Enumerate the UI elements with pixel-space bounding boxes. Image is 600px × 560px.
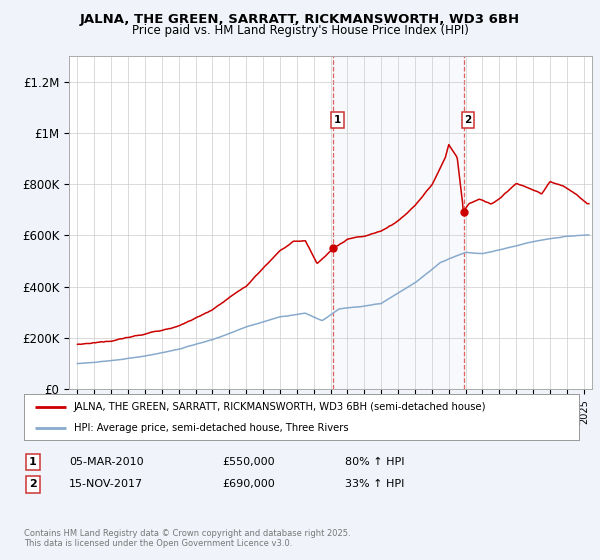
Text: HPI: Average price, semi-detached house, Three Rivers: HPI: Average price, semi-detached house,… bbox=[74, 423, 349, 433]
Text: 1: 1 bbox=[29, 457, 37, 467]
Text: 33% ↑ HPI: 33% ↑ HPI bbox=[345, 479, 404, 489]
Text: 05-MAR-2010: 05-MAR-2010 bbox=[69, 457, 143, 467]
Text: £550,000: £550,000 bbox=[222, 457, 275, 467]
Text: £690,000: £690,000 bbox=[222, 479, 275, 489]
Bar bbox=[334, 56, 464, 389]
Text: 1: 1 bbox=[334, 115, 341, 125]
Text: Price paid vs. HM Land Registry's House Price Index (HPI): Price paid vs. HM Land Registry's House … bbox=[131, 24, 469, 38]
Text: 80% ↑ HPI: 80% ↑ HPI bbox=[345, 457, 404, 467]
Text: 2: 2 bbox=[29, 479, 37, 489]
Text: JALNA, THE GREEN, SARRATT, RICKMANSWORTH, WD3 6BH: JALNA, THE GREEN, SARRATT, RICKMANSWORTH… bbox=[80, 13, 520, 26]
Text: JALNA, THE GREEN, SARRATT, RICKMANSWORTH, WD3 6BH (semi-detached house): JALNA, THE GREEN, SARRATT, RICKMANSWORTH… bbox=[74, 402, 487, 412]
Text: 2: 2 bbox=[464, 115, 472, 125]
Text: 15-NOV-2017: 15-NOV-2017 bbox=[69, 479, 143, 489]
Text: Contains HM Land Registry data © Crown copyright and database right 2025.
This d: Contains HM Land Registry data © Crown c… bbox=[24, 529, 350, 548]
